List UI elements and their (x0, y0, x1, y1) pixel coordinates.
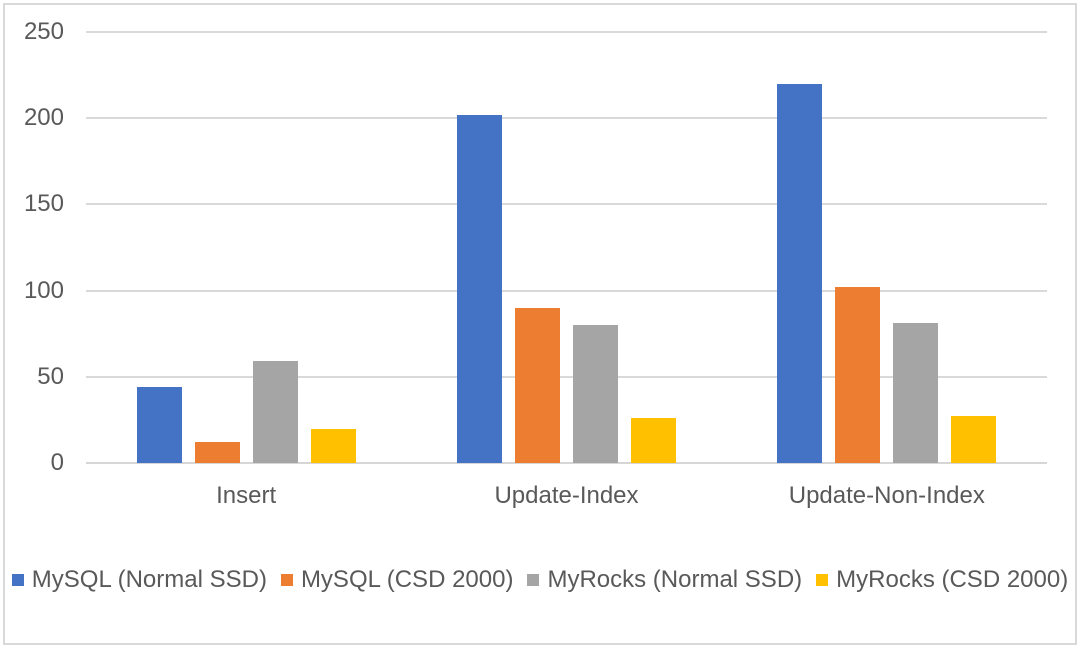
bar-update-index-series-0 (457, 114, 502, 463)
bar-update-non-index-series-3 (951, 416, 997, 463)
bar-insert-series-1 (194, 442, 240, 463)
y-tick-label-100: 100 (23, 276, 64, 304)
legend-label: MySQL (Normal SSD) (31, 566, 267, 593)
legend: MySQL (Normal SSD) MySQL (CSD 2000) MyRock… (0, 566, 1080, 594)
y-tick-label-0: 0 (50, 449, 64, 476)
legend-swatch-icon (11, 574, 24, 586)
bar-update-index-series-3 (631, 418, 676, 463)
y-tick-label-50: 50 (37, 362, 64, 390)
legend-label: MyRocks (Normal SSD) (547, 566, 803, 593)
legend-item-2: MyRocks (Normal SSD) (527, 566, 802, 594)
bar-insert-series-3 (310, 428, 356, 463)
category-label-2: Update-Index (494, 482, 639, 509)
gridline-150 (86, 203, 1047, 206)
legend-swatch-icon (527, 574, 540, 586)
y-tick-label-200: 200 (23, 104, 64, 132)
bar-update-index-series-1 (515, 307, 560, 463)
legend-label: MyRocks (CSD 2000) (836, 566, 1069, 593)
y-tick-label-150: 150 (23, 190, 64, 218)
legend-item-1: MySQL (CSD 2000) (280, 566, 514, 594)
x-axis-line (86, 462, 1047, 464)
legend-swatch-icon (280, 574, 293, 586)
legend-item-0: MySQL (Normal SSD) (11, 566, 267, 594)
bar-update-index-series-2 (573, 325, 618, 463)
gridline-50 (86, 375, 1047, 378)
gridline-200 (86, 117, 1047, 120)
legend-item-3: MyRocks (CSD 2000) (816, 566, 1068, 594)
bar-update-non-index-series-0 (777, 83, 823, 463)
category-label-1: Insert (216, 482, 277, 509)
legend-swatch-icon (816, 574, 829, 586)
bar-insert-series-2 (252, 361, 298, 463)
category-label-3: Update-Non-Index (788, 482, 985, 509)
legend-label: MySQL (CSD 2000) (300, 566, 514, 593)
bar-update-non-index-series-1 (835, 287, 881, 463)
bar-update-non-index-series-2 (893, 323, 939, 463)
y-tick-label-250: 250 (23, 18, 64, 45)
bar-insert-series-0 (136, 387, 182, 463)
gridline-250 (86, 31, 1047, 33)
gridline-100 (86, 289, 1047, 292)
